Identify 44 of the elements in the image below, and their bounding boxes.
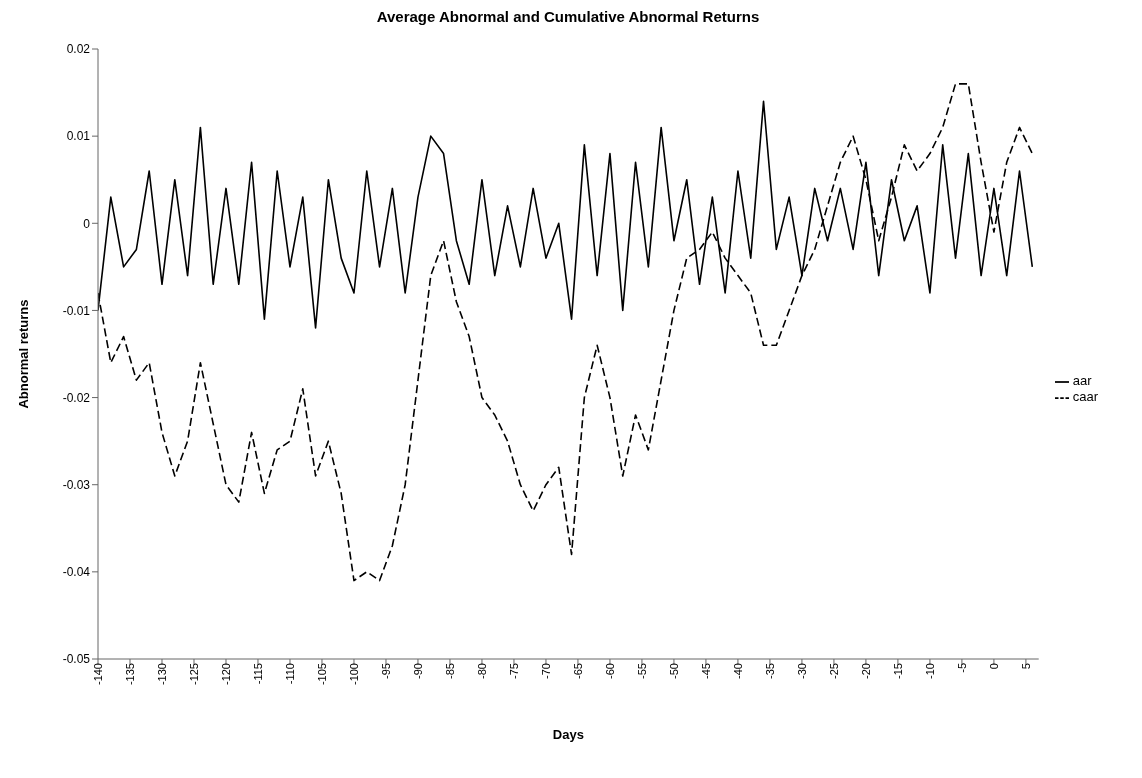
x-tick-label: -80 <box>475 663 488 679</box>
y-tick-label: 0.02 <box>66 42 91 57</box>
x-tick-label: -75 <box>507 663 520 679</box>
x-tick-label: -10 <box>923 663 936 679</box>
x-tick-label: -65 <box>571 663 584 679</box>
x-tick-label: -60 <box>603 663 616 679</box>
x-tick-label: -5 <box>955 663 968 673</box>
y-tick-label: 0.01 <box>66 129 91 144</box>
x-tick-label: -90 <box>411 663 424 679</box>
x-axis-title: Days <box>552 727 584 742</box>
x-tick-label: -45 <box>699 663 712 679</box>
x-tick-label: -35 <box>763 663 776 679</box>
y-tick-label: -0.01 <box>62 303 91 318</box>
y-tick-label: -0.03 <box>62 477 91 492</box>
legend-label: caar <box>1072 389 1098 404</box>
x-tick-label: -25 <box>827 663 840 679</box>
x-tick-label: -115 <box>251 663 264 685</box>
x-tick-label: -140 <box>91 663 104 686</box>
x-tick-label: 5 <box>1019 663 1032 670</box>
y-tick-label: -0.05 <box>62 652 91 667</box>
x-tick-label: -50 <box>667 663 680 679</box>
legend-label: aar <box>1072 373 1092 389</box>
x-tick-label: -125 <box>187 663 200 686</box>
x-tick-label: -70 <box>539 663 552 679</box>
x-tick-label: -20 <box>859 663 872 679</box>
y-tick-label: 0 <box>83 216 91 231</box>
y-tick-label: -0.04 <box>62 565 91 580</box>
x-tick-label: -105 <box>315 663 328 686</box>
line-series <box>98 83 1034 582</box>
x-tick-label: -130 <box>155 663 168 686</box>
x-tick-label: -110 <box>283 663 296 685</box>
x-tick-label: -120 <box>219 663 232 686</box>
y-axis-title: Abnormal returns <box>15 299 31 409</box>
y-tick-label: -0.02 <box>62 390 91 405</box>
x-tick-label: -135 <box>123 663 136 686</box>
x-tick-label: -85 <box>443 663 456 679</box>
x-tick-label: -30 <box>795 663 808 679</box>
x-tick-label: -55 <box>635 663 648 679</box>
x-tick-label: 0 <box>987 663 1000 670</box>
x-tick-label: -15 <box>891 663 904 679</box>
x-tick-label: -100 <box>347 663 360 686</box>
x-tick-label: -40 <box>731 663 744 679</box>
chart-title: Average Abnormal and Cumulative Abnormal Returns <box>375 8 761 25</box>
x-tick-label: -95 <box>379 663 392 679</box>
